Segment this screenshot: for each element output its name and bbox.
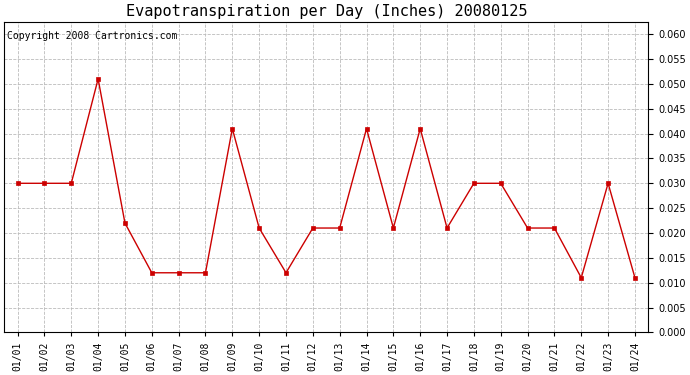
Text: Copyright 2008 Cartronics.com: Copyright 2008 Cartronics.com (8, 31, 178, 41)
Title: Evapotranspiration per Day (Inches) 20080125: Evapotranspiration per Day (Inches) 2008… (126, 4, 527, 19)
